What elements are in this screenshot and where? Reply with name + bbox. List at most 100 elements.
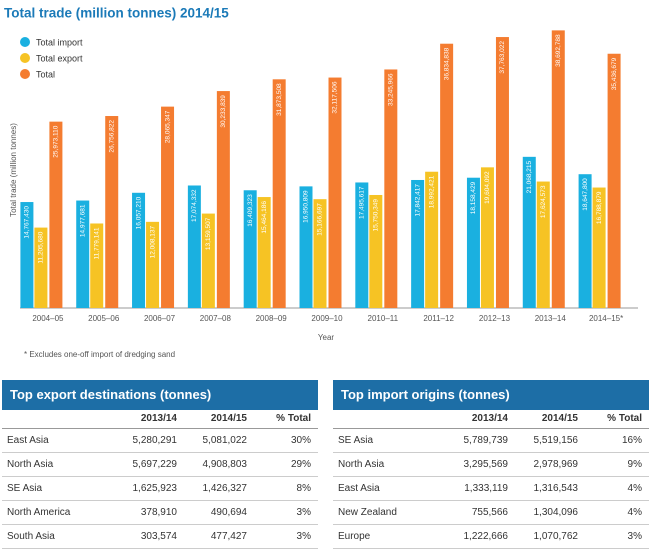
value-label: 15,166,697 xyxy=(317,203,324,236)
header-cell: 2014/15 xyxy=(541,413,578,424)
legend-label: Total export xyxy=(36,53,83,63)
table-cell: 1,426,327 xyxy=(202,483,248,494)
table-cell: North Asia xyxy=(338,459,385,470)
table-cell: South Asia xyxy=(7,531,55,542)
table-cell: 4% xyxy=(627,507,642,518)
bar xyxy=(216,91,230,308)
x-tick-label: 2006–07 xyxy=(144,314,176,323)
bar xyxy=(272,79,286,308)
legend-swatch xyxy=(20,69,30,79)
table-cell: 5,697,229 xyxy=(132,459,178,470)
table-row: North Asia 5,697,229 4,908,803 29% xyxy=(2,453,318,477)
bar xyxy=(480,167,494,308)
header-cell: % Total xyxy=(276,413,311,424)
table-cell: 30% xyxy=(290,435,311,446)
table-cell: 1,070,762 xyxy=(533,531,579,542)
table-cell: 3% xyxy=(296,531,311,542)
table-row: East Asia 1,333,119 1,316,543 4% xyxy=(333,477,649,501)
value-label: 19,604,092 xyxy=(484,171,491,204)
x-tick-label: 2010–11 xyxy=(368,314,399,323)
table-cell: 5,519,156 xyxy=(533,435,579,446)
bar xyxy=(328,77,342,309)
value-label: 14,767,430 xyxy=(24,206,31,239)
header-cell: 2013/14 xyxy=(471,413,508,424)
value-label: 16,057,210 xyxy=(135,196,142,229)
x-tick-label: 2005–06 xyxy=(88,314,120,323)
table-cell: 4,908,803 xyxy=(202,459,248,470)
table-cell: 1,304,096 xyxy=(533,507,579,518)
table-cell: 490,694 xyxy=(210,507,247,518)
table: Top export destinations (tonnes) 2013/14 2… xyxy=(2,380,318,549)
value-label: 17,624,573 xyxy=(540,185,547,218)
header-cell xyxy=(2,410,107,428)
bar xyxy=(592,187,606,308)
bar xyxy=(536,181,550,308)
value-label: 18,158,429 xyxy=(470,181,477,214)
value-label: 17,074,332 xyxy=(191,189,198,222)
table-row: North Asia 3,295,569 2,978,969 9% xyxy=(333,453,649,477)
table-cell: 1,625,923 xyxy=(132,483,178,494)
bar xyxy=(369,194,383,308)
table-cell: SE Asia xyxy=(7,483,43,494)
table-cell: 5,081,022 xyxy=(202,435,248,446)
bar xyxy=(551,30,565,309)
x-tick-label: 2013–14 xyxy=(535,314,567,323)
value-label: 18,647,800 xyxy=(582,178,589,211)
table-cell: North Asia xyxy=(7,459,54,470)
value-label: 17,842,417 xyxy=(414,184,421,217)
chart-title: Total trade (million tonnes) 2014/15 xyxy=(4,6,229,21)
bar xyxy=(578,174,592,308)
x-tick-label: 2008–09 xyxy=(256,314,288,323)
bar xyxy=(34,227,48,308)
x-axis-label: Year xyxy=(318,333,335,342)
table-cell: 477,427 xyxy=(210,531,247,542)
bar xyxy=(299,186,313,308)
bar xyxy=(90,223,104,308)
bar xyxy=(466,177,480,308)
x-tick-label: 2012–13 xyxy=(479,314,511,323)
header-row: 2013/14 2014/15 % Total xyxy=(333,410,649,429)
value-label: 11,779,141 xyxy=(93,227,100,259)
table-cell: 5,789,739 xyxy=(463,435,509,446)
x-tick-label: 2009–10 xyxy=(311,314,343,323)
table-cell: 2,978,969 xyxy=(533,459,579,470)
header-cell: % Total xyxy=(607,413,642,424)
table-cell: 3,295,569 xyxy=(463,459,509,470)
value-label: 12,008,137 xyxy=(149,225,156,258)
legend-swatch xyxy=(20,53,30,63)
chart: Total trade (million tonnes) 2014/15 Tot… xyxy=(4,6,638,359)
table-cell: New Zealand xyxy=(338,507,397,518)
table-cell: Europe xyxy=(338,531,371,542)
value-label: 32,117,506 xyxy=(332,81,339,113)
header-cell xyxy=(333,410,438,428)
value-label: 13,159,507 xyxy=(205,217,212,250)
bar xyxy=(384,69,398,308)
y-axis-label: Total trade (million tonnes) xyxy=(9,123,18,217)
table-cell: 5,280,291 xyxy=(132,435,178,446)
table-cell: 3% xyxy=(296,507,311,518)
value-label: 18,992,421 xyxy=(428,175,435,208)
table-cell: North America xyxy=(7,507,71,518)
value-label: 16,950,809 xyxy=(303,190,310,223)
bar xyxy=(411,179,425,308)
bar xyxy=(440,43,454,309)
bar xyxy=(49,121,63,308)
x-tick-label: 2014–15* xyxy=(589,314,623,323)
table-row: SE Asia 5,789,739 5,519,156 16% xyxy=(333,429,649,453)
bar xyxy=(187,185,201,308)
table-row: Europe 1,222,666 1,070,762 3% xyxy=(333,525,649,549)
table-cell: 8% xyxy=(296,483,311,494)
header-cell: 2013/14 xyxy=(140,413,177,424)
table-title: Top export destinations (tonnes) xyxy=(2,380,318,410)
table-cell: 29% xyxy=(290,459,311,470)
table-cell: 16% xyxy=(621,435,642,446)
value-label: 33,245,966 xyxy=(388,73,395,106)
table-cell: East Asia xyxy=(7,435,49,446)
value-label: 38,692,788 xyxy=(555,34,562,67)
header-row: 2013/14 2014/15 % Total xyxy=(2,410,318,429)
table-row: East Asia 5,280,291 5,081,022 30% xyxy=(2,429,318,453)
table-cell: 1,333,119 xyxy=(464,483,508,494)
footnote: * Excludes one-off import of dredging sa… xyxy=(24,350,175,359)
value-label: 30,233,839 xyxy=(220,95,227,128)
